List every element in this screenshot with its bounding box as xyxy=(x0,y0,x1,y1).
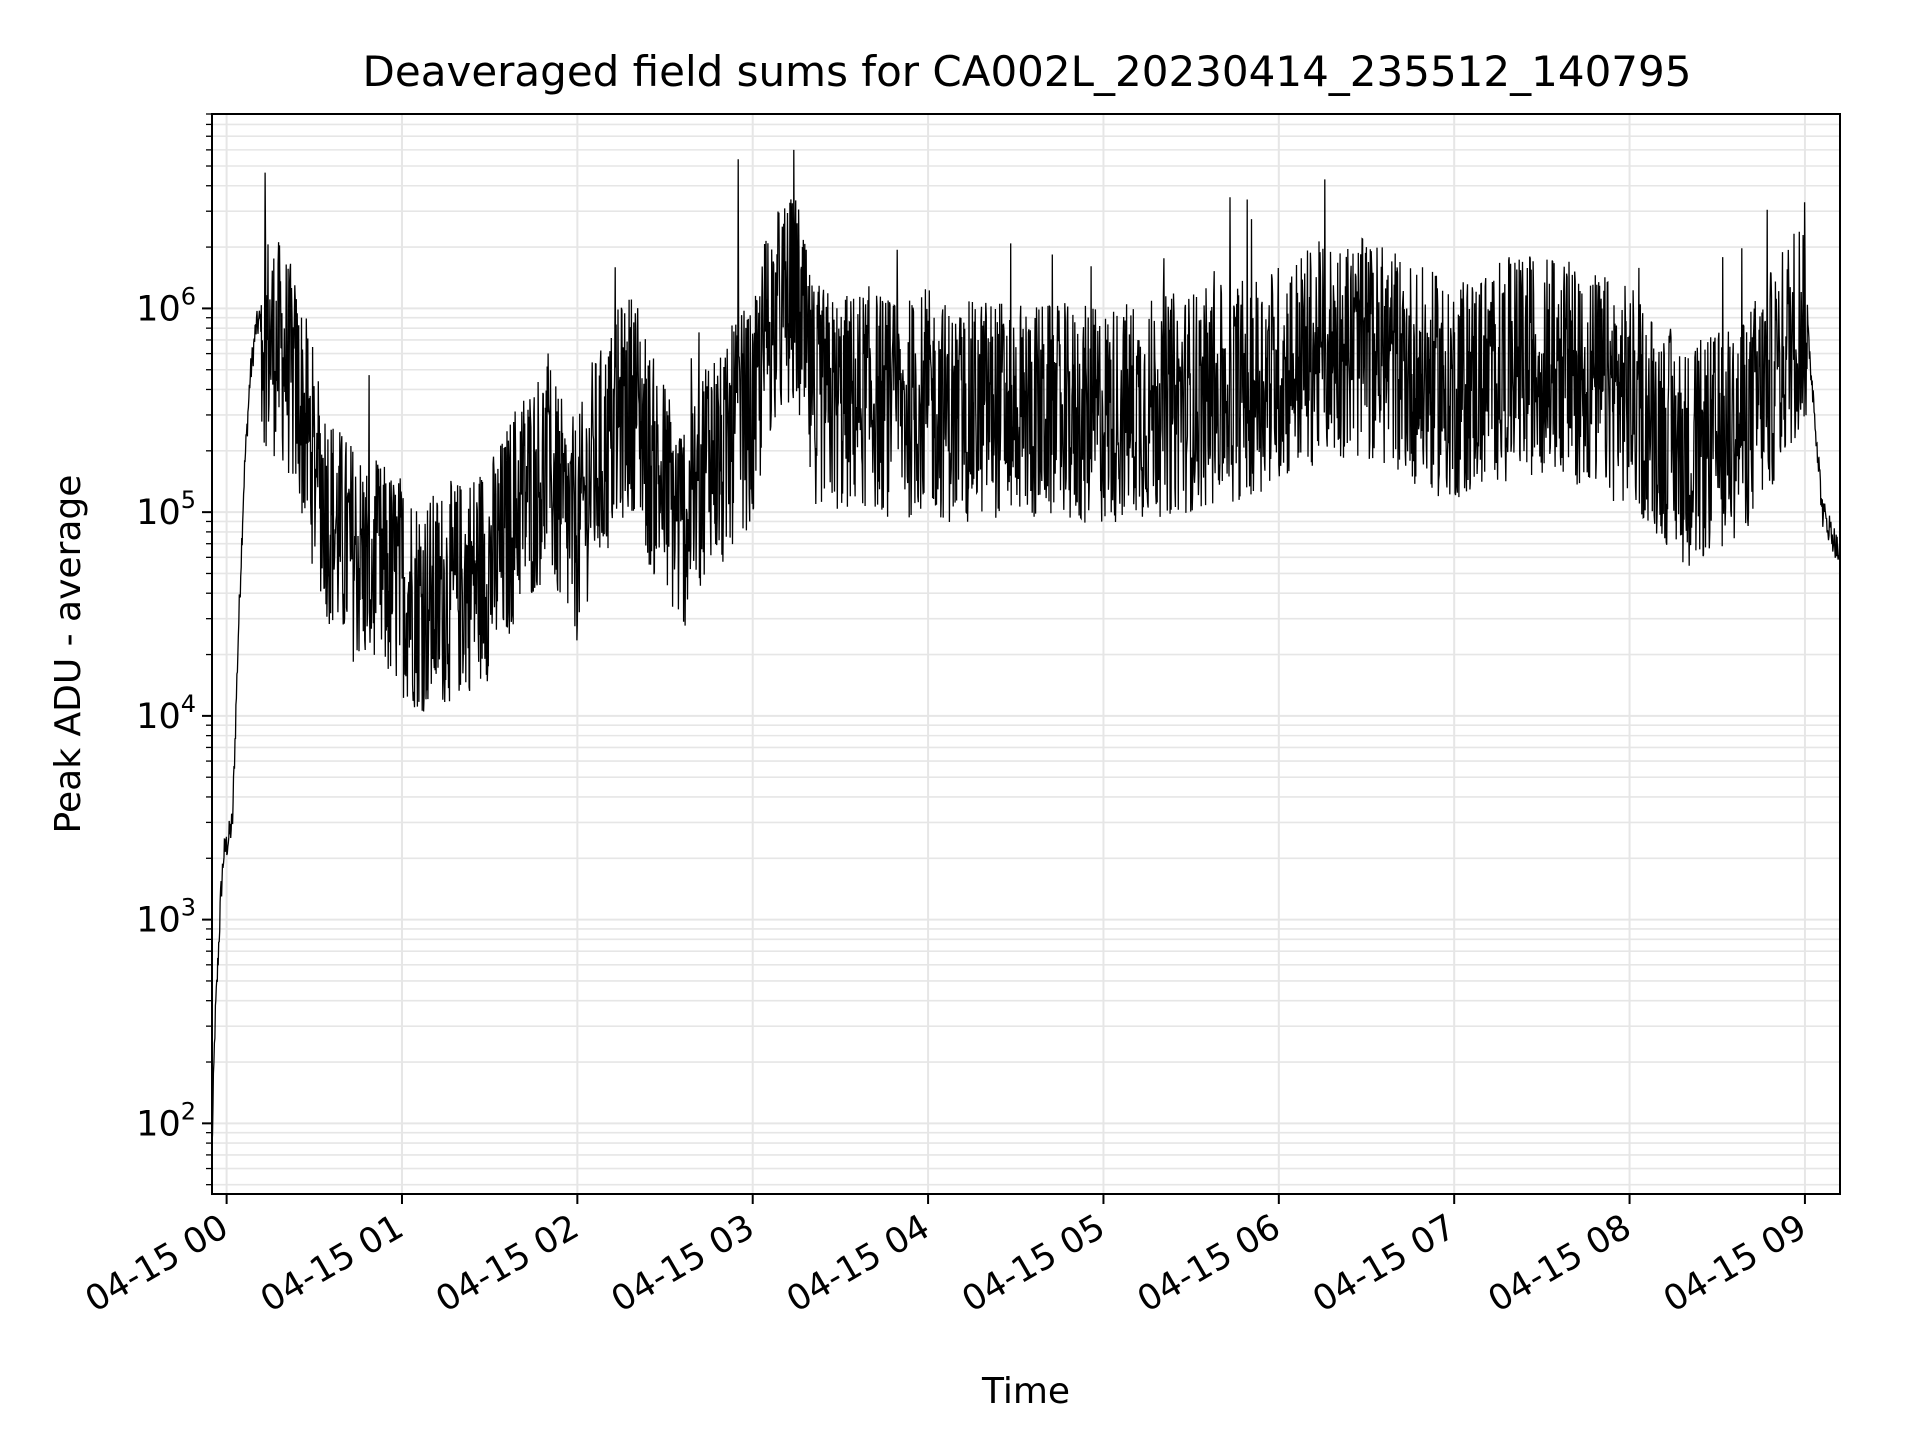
y-axis: 102 103 104 105 106 xyxy=(136,282,212,1144)
series-line xyxy=(212,149,1840,1145)
chart-title: Deaveraged field sums for CA002L_2023041… xyxy=(363,47,1692,96)
y-tick-label: 103 xyxy=(136,894,196,941)
y-tick-label: 106 xyxy=(136,282,196,329)
y-tick-label: 104 xyxy=(136,690,196,737)
y-tick-label: 102 xyxy=(136,1097,196,1144)
y-tick-label: 105 xyxy=(136,486,196,533)
y-axis-label: Peak ADU - average xyxy=(48,475,89,834)
plot-frame xyxy=(211,113,1841,1195)
x-axis-label: Time xyxy=(981,1371,1070,1412)
plot-data xyxy=(212,149,1840,1145)
grid-minor xyxy=(206,113,1840,1186)
